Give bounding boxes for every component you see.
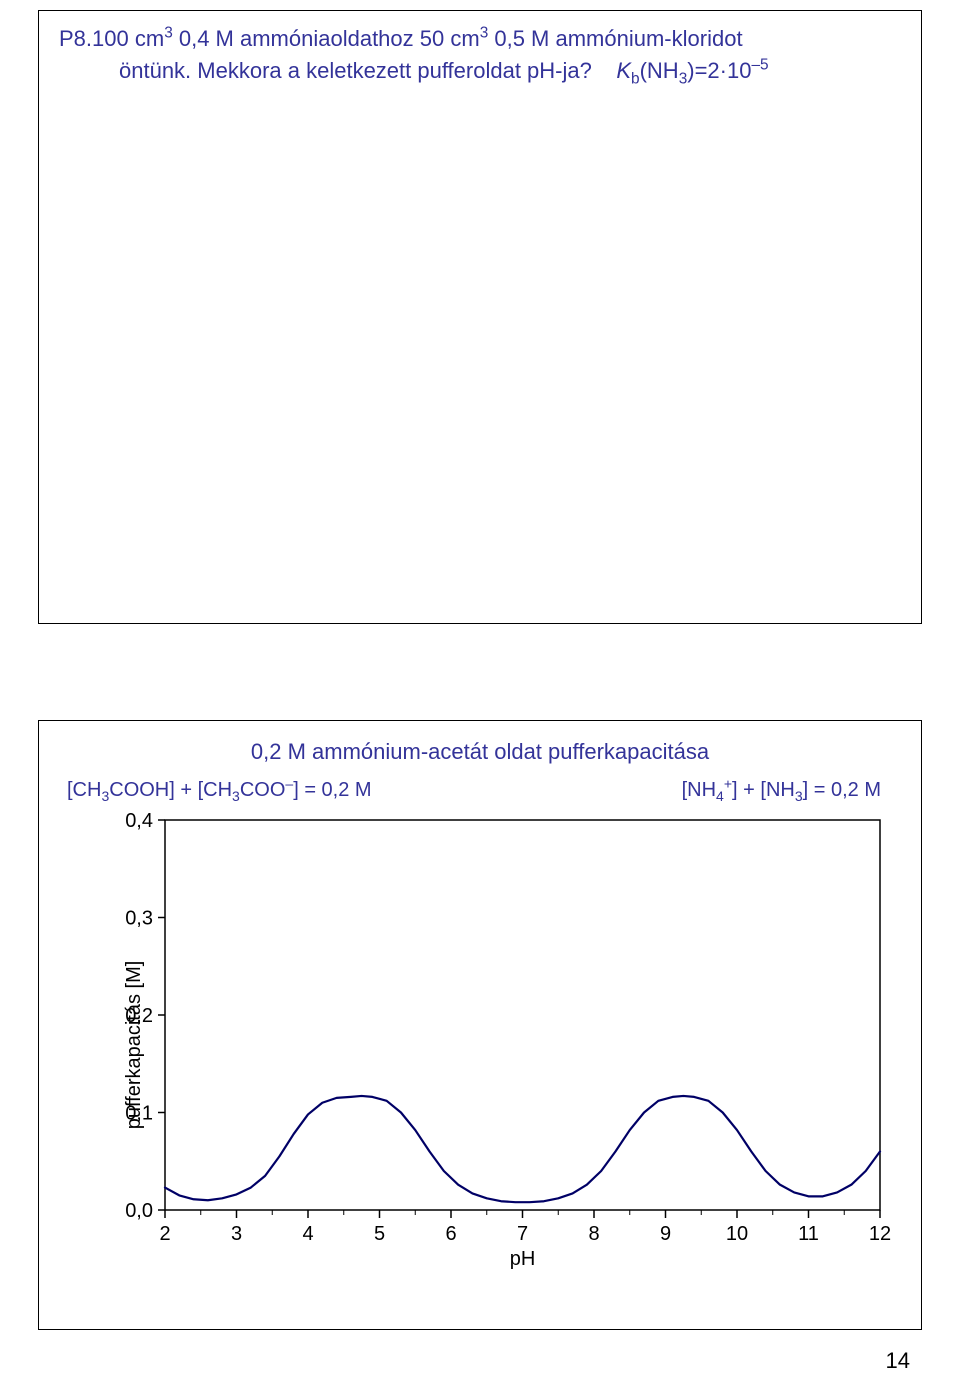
- problem-text: P8.100 cm3 0,4 M ammóniaoldathoz 50 cm3 …: [59, 23, 901, 87]
- svg-text:8: 8: [588, 1223, 599, 1245]
- chart-panel: 0,2 M ammónium-acetát oldat pufferkapaci…: [38, 720, 922, 1330]
- svg-text:12: 12: [869, 1223, 891, 1245]
- svg-text:3: 3: [231, 1223, 242, 1245]
- svg-text:0,4: 0,4: [125, 810, 153, 832]
- chart-svg: 0,0 0,1 0,2 0,3 0,4 2 3 4 5 6 7 8 9 10 11 12 pH: [60, 810, 900, 1280]
- chart-area: pufferkapacitás [M] 0,00,10,20,30,423456…: [60, 810, 900, 1280]
- svg-text:10: 10: [726, 1223, 748, 1245]
- svg-text:4: 4: [302, 1223, 313, 1245]
- svg-text:0,2: 0,2: [125, 1005, 153, 1027]
- problem-label: P8.: [59, 26, 92, 51]
- svg-text:6: 6: [445, 1223, 456, 1245]
- svg-text:7: 7: [517, 1223, 528, 1245]
- svg-text:9: 9: [660, 1223, 671, 1245]
- problem-line-1: P8.100 cm3 0,4 M ammóniaoldathoz 50 cm3 …: [59, 23, 901, 55]
- svg-text:0,1: 0,1: [125, 1103, 153, 1125]
- svg-text:pH: pH: [510, 1248, 536, 1270]
- problem-line-2: öntünk. Mekkora a keletkezett pufferolda…: [59, 55, 901, 87]
- svg-text:2: 2: [159, 1223, 170, 1245]
- chart-equations: [CH3COOH] + [CH3COO–] = 0,2 M [NH4+] + […: [59, 779, 901, 802]
- page-number: 14: [886, 1348, 910, 1374]
- chart-title: 0,2 M ammónium-acetát oldat pufferkapaci…: [59, 739, 901, 765]
- svg-text:0,3: 0,3: [125, 908, 153, 930]
- svg-text:11: 11: [798, 1223, 819, 1245]
- problem-panel: P8.100 cm3 0,4 M ammóniaoldathoz 50 cm3 …: [38, 10, 922, 624]
- svg-text:0,0: 0,0: [125, 1200, 153, 1222]
- eq-left: [CH3COOH] + [CH3COO–] = 0,2 M: [67, 779, 372, 802]
- svg-text:5: 5: [374, 1223, 385, 1245]
- eq-right: [NH4+] + [NH3] = 0,2 M: [682, 779, 881, 802]
